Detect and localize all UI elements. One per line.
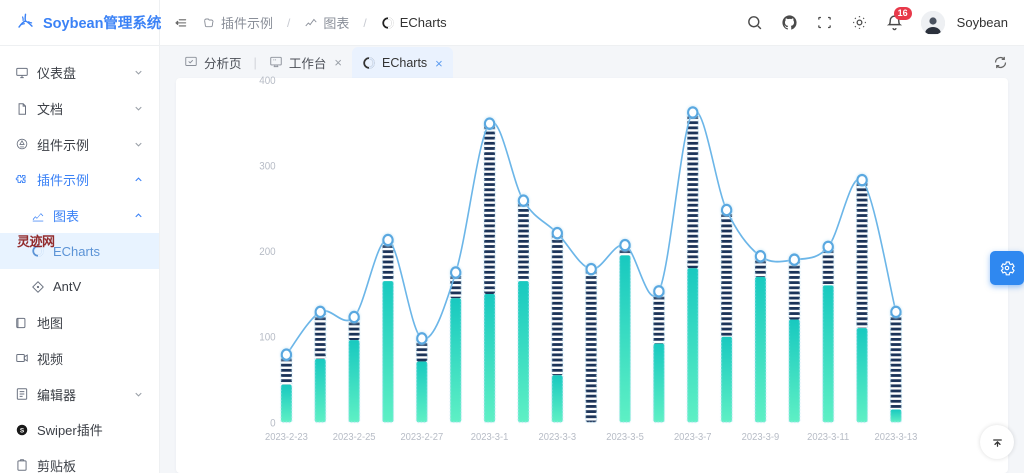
svg-text:300: 300 — [259, 161, 276, 173]
svg-text:2023-2-23: 2023-2-23 — [265, 432, 308, 444]
svg-text:2023-2-25: 2023-2-25 — [333, 432, 376, 444]
svg-text:200: 200 — [259, 247, 276, 259]
svg-text:400: 400 — [259, 76, 276, 88]
svg-text:2023-3-9: 2023-3-9 — [742, 432, 780, 444]
svg-text:2023-3-1: 2023-3-1 — [471, 432, 509, 444]
svg-text:S: S — [20, 427, 25, 434]
svg-text:0: 0 — [270, 418, 276, 430]
svg-text:2023-3-13: 2023-3-13 — [875, 432, 918, 444]
svg-text:2023-2-27: 2023-2-27 — [400, 432, 443, 444]
svg-text:2023-3-3: 2023-3-3 — [539, 432, 577, 444]
svg-text:2023-3-5: 2023-3-5 — [606, 432, 644, 444]
svg-text:2023-3-7: 2023-3-7 — [674, 432, 712, 444]
svg-text:2023-3-11: 2023-3-11 — [807, 432, 850, 444]
svg-text:100: 100 — [259, 332, 276, 344]
